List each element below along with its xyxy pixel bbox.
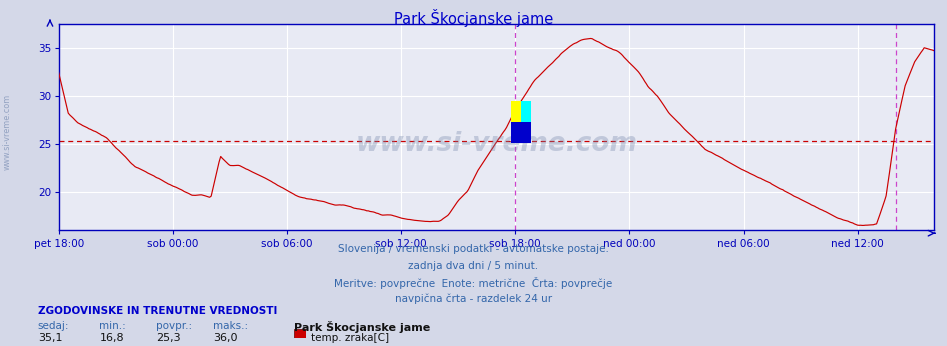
Text: 16,8: 16,8	[99, 333, 124, 343]
Text: zadnja dva dni / 5 minut.: zadnja dva dni / 5 minut.	[408, 261, 539, 271]
Text: sedaj:: sedaj:	[38, 321, 69, 331]
Text: maks.:: maks.:	[213, 321, 248, 331]
Text: www.si-vreme.com: www.si-vreme.com	[3, 93, 12, 170]
Bar	[510, 101, 521, 122]
Text: 25,3: 25,3	[156, 333, 181, 343]
Text: www.si-vreme.com: www.si-vreme.com	[355, 131, 637, 157]
Text: Slovenija / vremenski podatki - avtomatske postaje.: Slovenija / vremenski podatki - avtomats…	[338, 244, 609, 254]
Text: 35,1: 35,1	[38, 333, 63, 343]
Text: Park Škocjanske jame: Park Škocjanske jame	[294, 321, 430, 333]
Text: povpr.:: povpr.:	[156, 321, 192, 331]
Text: navpična črta - razdelek 24 ur: navpična črta - razdelek 24 ur	[395, 294, 552, 304]
Text: Park Škocjanske jame: Park Škocjanske jame	[394, 9, 553, 27]
Text: ZGODOVINSKE IN TRENUTNE VREDNOSTI: ZGODOVINSKE IN TRENUTNE VREDNOSTI	[38, 306, 277, 316]
Text: temp. zraka[C]: temp. zraka[C]	[311, 333, 388, 343]
Bar	[510, 122, 531, 143]
Text: min.:: min.:	[99, 321, 126, 331]
Text: 36,0: 36,0	[213, 333, 238, 343]
Bar	[521, 101, 531, 122]
Text: Meritve: povprečne  Enote: metrične  Črta: povprečje: Meritve: povprečne Enote: metrične Črta:…	[334, 277, 613, 289]
